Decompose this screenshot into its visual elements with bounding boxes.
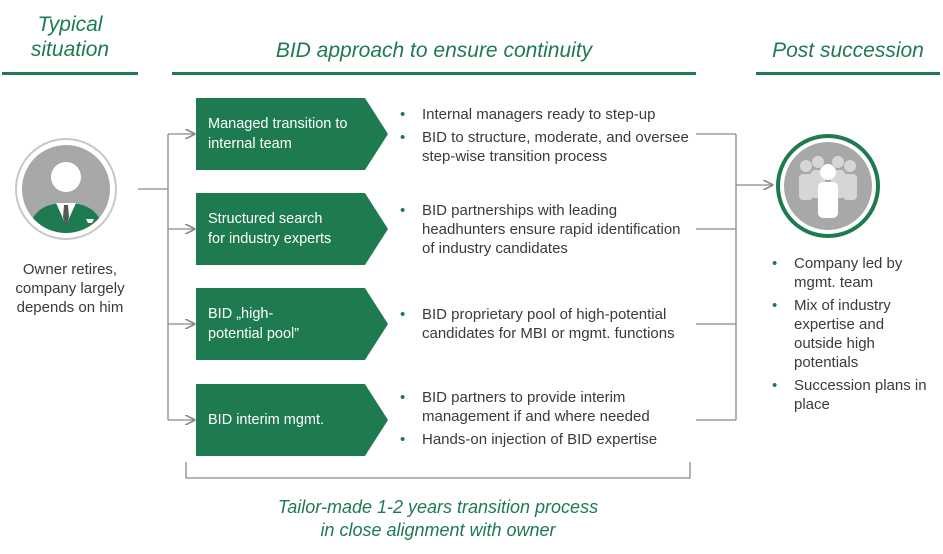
approach-label: Managed transition to internal team	[208, 116, 348, 152]
post-succession-bullets: Company led by mgmt. team Mix of industr…	[772, 254, 934, 418]
bullet-item: BID proprietary pool of high-potential c…	[400, 305, 690, 343]
businessman-icon	[15, 138, 117, 240]
approach-interim-mgmt: BID interim mgmt.	[196, 384, 388, 456]
bullet-item: Internal managers ready to step-up	[400, 105, 690, 124]
approach-managed-transition: Managed transition to internal team	[196, 98, 388, 170]
approach-bullets-2: BID partnerships with leading headhunter…	[400, 201, 690, 262]
footer-caption: Tailor-made 1-2 years transition process…	[277, 497, 599, 540]
owner-description: Owner retires, company largely depends o…	[15, 261, 125, 316]
bullet-item: Succession plans in place	[772, 376, 934, 414]
header-typical-situation: Typical situation	[30, 13, 110, 61]
header-post-succession: Post succession	[772, 39, 924, 62]
approach-bullets-1: Internal managers ready to step-up BID t…	[400, 105, 690, 170]
bullet-item: BID to structure, moderate, and oversee …	[400, 128, 690, 166]
bullet-item: Company led by mgmt. team	[772, 254, 934, 292]
header-underline-left	[2, 72, 138, 75]
header-bid-approach: BID approach to ensure continuity	[275, 39, 593, 62]
header-underline-center	[172, 72, 696, 75]
approach-structured-search: Structured search for industry experts	[196, 193, 388, 265]
approach-label: BID „high- potential pool”	[208, 306, 300, 342]
bullet-item: Mix of industry expertise and outside hi…	[772, 296, 934, 372]
bullet-item: BID partners to provide interim manageme…	[400, 388, 690, 426]
header-underline-right	[756, 72, 940, 75]
approach-label: Structured search for industry experts	[208, 211, 332, 247]
approach-bullets-3: BID proprietary pool of high-potential c…	[400, 305, 690, 347]
approach-bullets-4: BID partners to provide interim manageme…	[400, 388, 690, 453]
approach-high-potential-pool: BID „high- potential pool”	[196, 288, 388, 360]
bullet-item: BID partnerships with leading headhunter…	[400, 201, 690, 258]
approach-label: BID interim mgmt.	[208, 412, 325, 428]
bullet-item: Hands-on injection of BID expertise	[400, 430, 690, 449]
team-icon	[776, 134, 880, 238]
